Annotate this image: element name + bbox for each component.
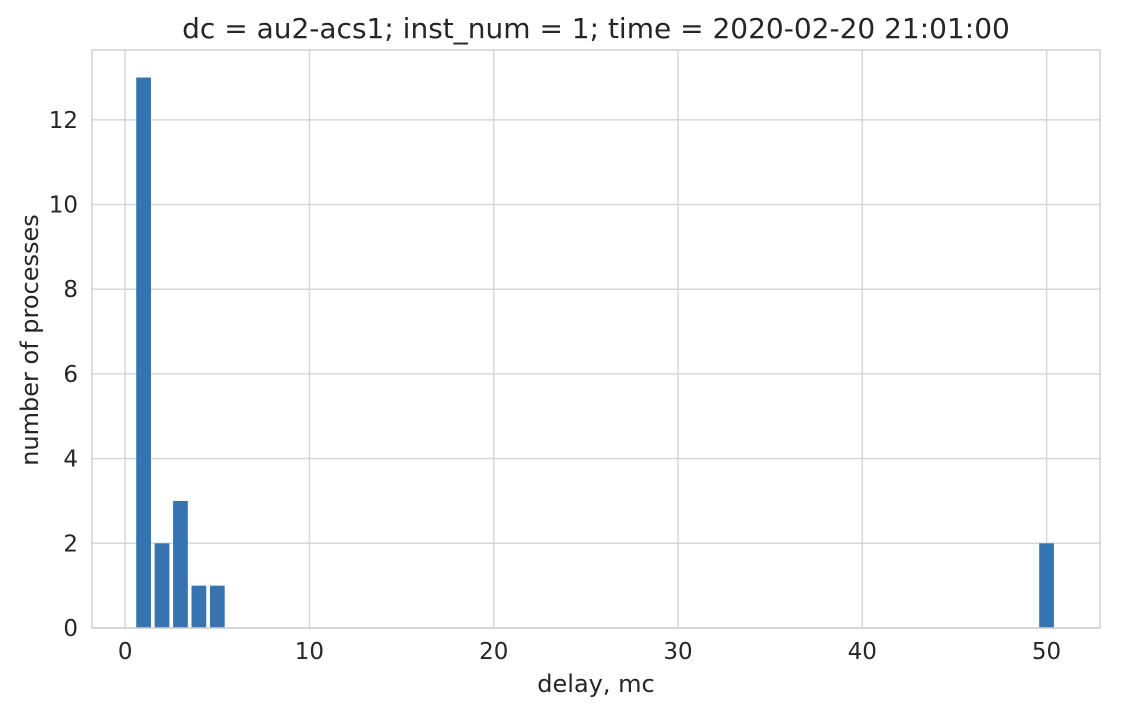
y-tick-label: 2 — [63, 531, 78, 557]
bars — [136, 77, 1054, 629]
x-tick-label: 0 — [118, 639, 133, 665]
y-axis-label: number of processes — [16, 214, 44, 466]
y-tick-label: 6 — [63, 362, 78, 388]
bar — [191, 585, 207, 628]
x-tick-label: 20 — [479, 639, 508, 665]
x-tick-label: 10 — [295, 639, 324, 665]
bar — [1039, 543, 1054, 628]
bar — [173, 500, 188, 628]
x-tick-label: 40 — [848, 639, 877, 665]
bar — [136, 77, 151, 629]
bar — [154, 543, 170, 628]
x-tick-labels: 0 10 20 30 40 50 — [118, 639, 1061, 665]
x-tick-label: 50 — [1032, 639, 1061, 665]
x-axis-label: delay, mc — [537, 670, 654, 698]
chart-title: dc = au2-acs1; inst_num = 1; time = 2020… — [182, 12, 1010, 45]
y-tick-label: 4 — [63, 447, 78, 473]
y-tick-label: 10 — [49, 193, 78, 219]
plot-frame — [91, 49, 1101, 629]
y-tick-label: 8 — [63, 277, 78, 303]
bar — [209, 585, 225, 628]
y-tick-label: 0 — [63, 616, 78, 642]
grid — [92, 50, 1100, 629]
x-tick-label: 30 — [663, 639, 692, 665]
y-tick-labels: 0 2 4 6 8 10 12 — [49, 108, 78, 642]
y-tick-label: 12 — [49, 108, 78, 134]
